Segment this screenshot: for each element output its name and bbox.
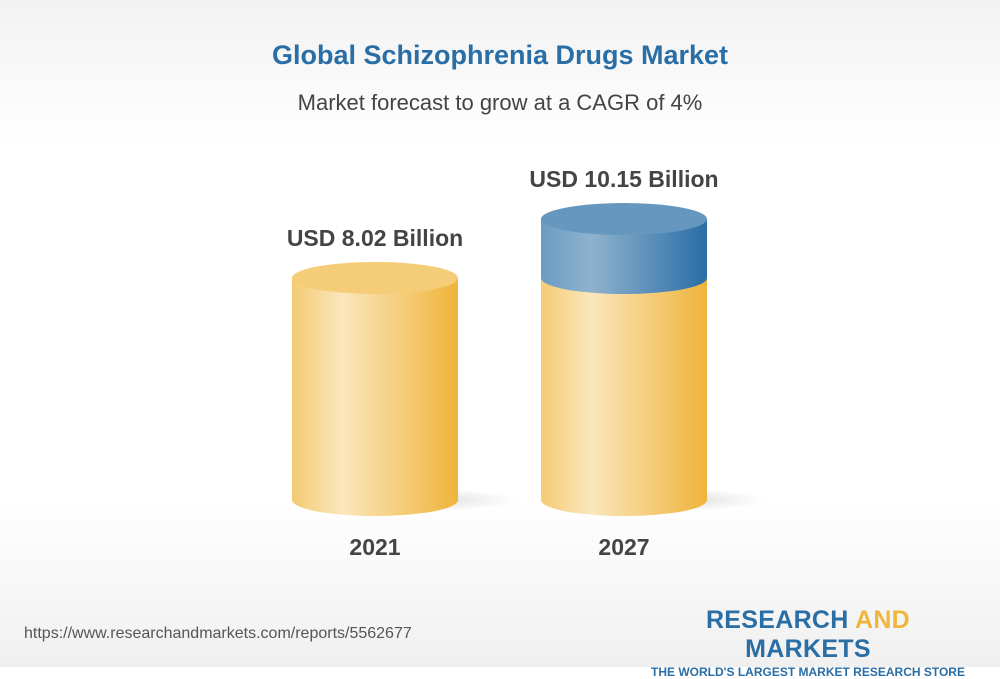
category-label: 2021: [349, 534, 400, 560]
bar-growth-2027: [541, 219, 707, 294]
source-url: https://www.researchandmarkets.com/repor…: [24, 625, 412, 642]
chart-title: Global Schizophrenia Drugs Market: [271, 40, 729, 70]
bar-top-2027: [541, 203, 707, 236]
chart-subtitle: Market forecast to grow at a CAGR of 4%: [297, 90, 703, 115]
data-label: USD 10.15 Billion: [529, 166, 718, 192]
bar-body-2021: [292, 278, 458, 516]
data-label: USD 8.02 Billion: [287, 225, 463, 251]
logo: RESEARCH AND MARKETS THE WORLD'S LARGEST…: [651, 606, 965, 679]
bar-top-2021: [292, 262, 458, 294]
category-label: 2027: [598, 534, 649, 560]
bar-body-2027: [541, 278, 707, 516]
